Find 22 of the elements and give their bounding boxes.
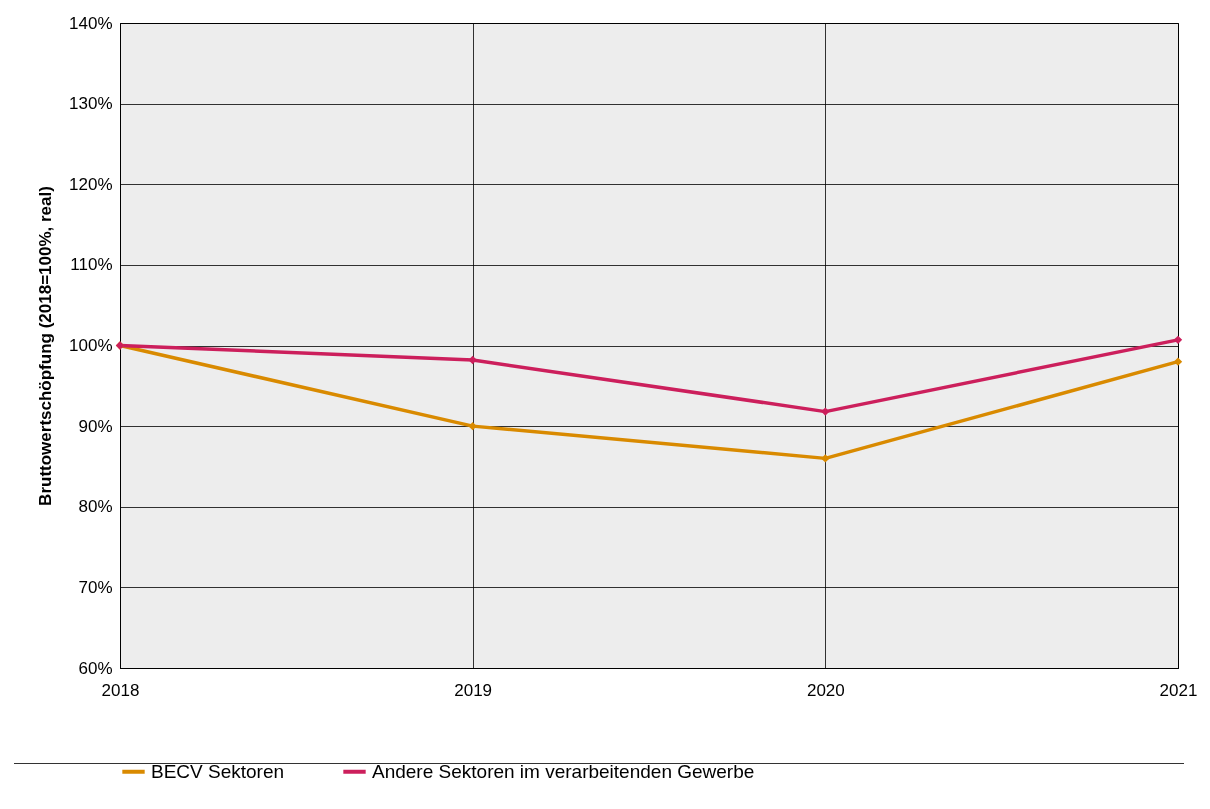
point (821, 454, 830, 463)
y-tick-label: 100% (69, 336, 113, 355)
point (1173, 335, 1183, 345)
y-tick-label: 80% (78, 497, 113, 517)
y-axis-title: Bruttowertschöpfung (2018=100%, real) (36, 186, 56, 506)
legend-label: Andere Sektoren im verarbeitenden Gewerbe (372, 760, 755, 782)
y-tick-label: 60% (78, 658, 113, 678)
x-tick-label: 2020 (806, 680, 845, 700)
x-tick-label: 2018 (101, 680, 140, 700)
x-tick-label: 2021 (1159, 680, 1198, 700)
point (468, 355, 477, 365)
x-tick-label: 2019 (454, 680, 493, 700)
y-tick-label: 120% (69, 174, 113, 194)
y-tick-label: 140% (69, 13, 113, 33)
y-tick-label: 70% (78, 577, 113, 597)
point (821, 407, 830, 416)
legend-label: BECV Sektoren (151, 760, 285, 782)
point (468, 421, 477, 431)
y-tick-label: 110% (70, 255, 113, 275)
y-tick-label: 90% (78, 416, 113, 436)
point (1173, 357, 1183, 366)
y-tick-label: 130% (69, 94, 113, 114)
